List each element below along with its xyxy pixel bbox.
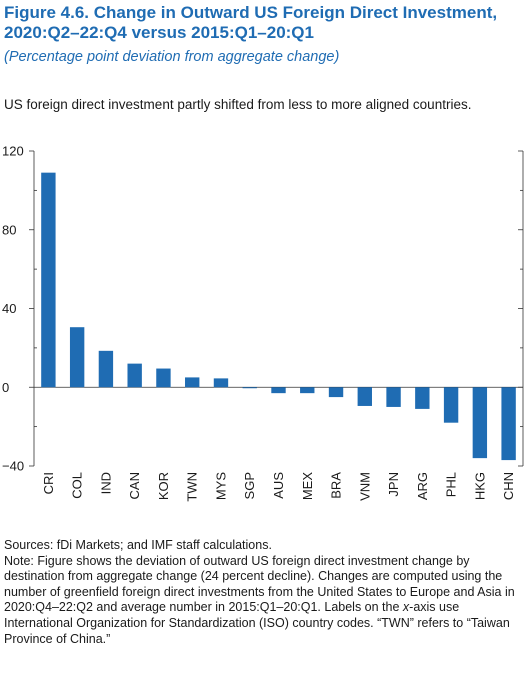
bar-bra	[328, 387, 344, 398]
x-tick-label-jpn: JPN	[386, 472, 401, 497]
x-tick-label-kor: KOR	[156, 472, 171, 500]
x-tick-label-arg: ARG	[415, 472, 430, 500]
bar-chn	[501, 387, 516, 461]
figure-title-line-1: Figure 4.6. Change in Outward US Foreign…	[4, 3, 498, 22]
x-tick-label-ind: IND	[98, 472, 113, 494]
figure-lead-text: US foreign direct investment partly shif…	[4, 97, 472, 112]
x-tick-label-twn: TWN	[185, 472, 200, 502]
bar-phl	[443, 387, 459, 423]
chart-bars	[41, 172, 516, 461]
y-tick-label: −40	[2, 459, 24, 474]
bar-aus	[271, 387, 286, 394]
y-tick-label: 120	[2, 144, 24, 159]
chart-labels: −40 0 40 80 120 CRI COL IND CAN KOR TWN MYS SGP AUS ME…	[2, 144, 516, 502]
bar-mys	[213, 378, 229, 388]
x-tick-label-hkg: HKG	[472, 472, 487, 500]
bar-ind	[98, 350, 114, 388]
figure-note-italic: x	[402, 600, 410, 615]
figure-note: Note: Figure shows the deviation of outw…	[4, 554, 524, 648]
y-tick-label: 40	[2, 301, 16, 316]
bar-hkg	[472, 387, 488, 459]
bar-kor	[156, 368, 171, 388]
bar-chart: −40 0 40 80 120 CRI COL IND CAN KOR TWN MYS SGP AUS ME…	[2, 144, 524, 502]
figure-title-line-2: 2020:Q2–22:Q4 versus 2015:Q1–20:Q1	[4, 23, 314, 42]
bar-vnm	[357, 387, 372, 406]
y-tick-label: 0	[2, 380, 9, 395]
y-tick-label: 80	[2, 222, 16, 237]
x-tick-label-mys: MYS	[213, 472, 228, 501]
figure-note-part-1: Note: Figure shows the deviation of outw…	[4, 553, 515, 615]
bar-sgp	[242, 387, 257, 389]
figure-subtitle: (Percentage point deviation from aggrega…	[4, 49, 340, 65]
sources-note: Sources: fDi Markets; and IMF staff calc…	[4, 538, 272, 552]
bar-col	[69, 327, 85, 388]
x-tick-label-vnm: VNM	[357, 472, 372, 501]
x-tick-label-cri: CRI	[41, 472, 56, 494]
x-tick-label-sgp: SGP	[242, 472, 257, 499]
figure-notes: Sources: fDi Markets; and IMF staff calc…	[4, 538, 524, 647]
bar-can	[127, 363, 142, 388]
figure-title: Figure 4.6. Change in Outward US Foreign…	[4, 3, 524, 43]
x-tick-label-chn: CHN	[501, 472, 516, 500]
x-tick-label-bra: BRA	[329, 472, 344, 499]
x-tick-label-mex: MEX	[300, 472, 315, 501]
bar-cri	[41, 172, 56, 388]
figure-note-part-2: -axis use International Organization for…	[4, 600, 510, 646]
x-tick-label-col: COL	[70, 472, 85, 499]
bar-jpn	[386, 387, 401, 407]
bar-arg	[415, 387, 430, 409]
bar-twn	[185, 377, 200, 388]
bar-mex	[300, 387, 315, 394]
x-tick-label-aus: AUS	[271, 472, 286, 499]
x-tick-label-can: CAN	[127, 472, 142, 499]
x-tick-label-phl: PHL	[444, 472, 459, 497]
